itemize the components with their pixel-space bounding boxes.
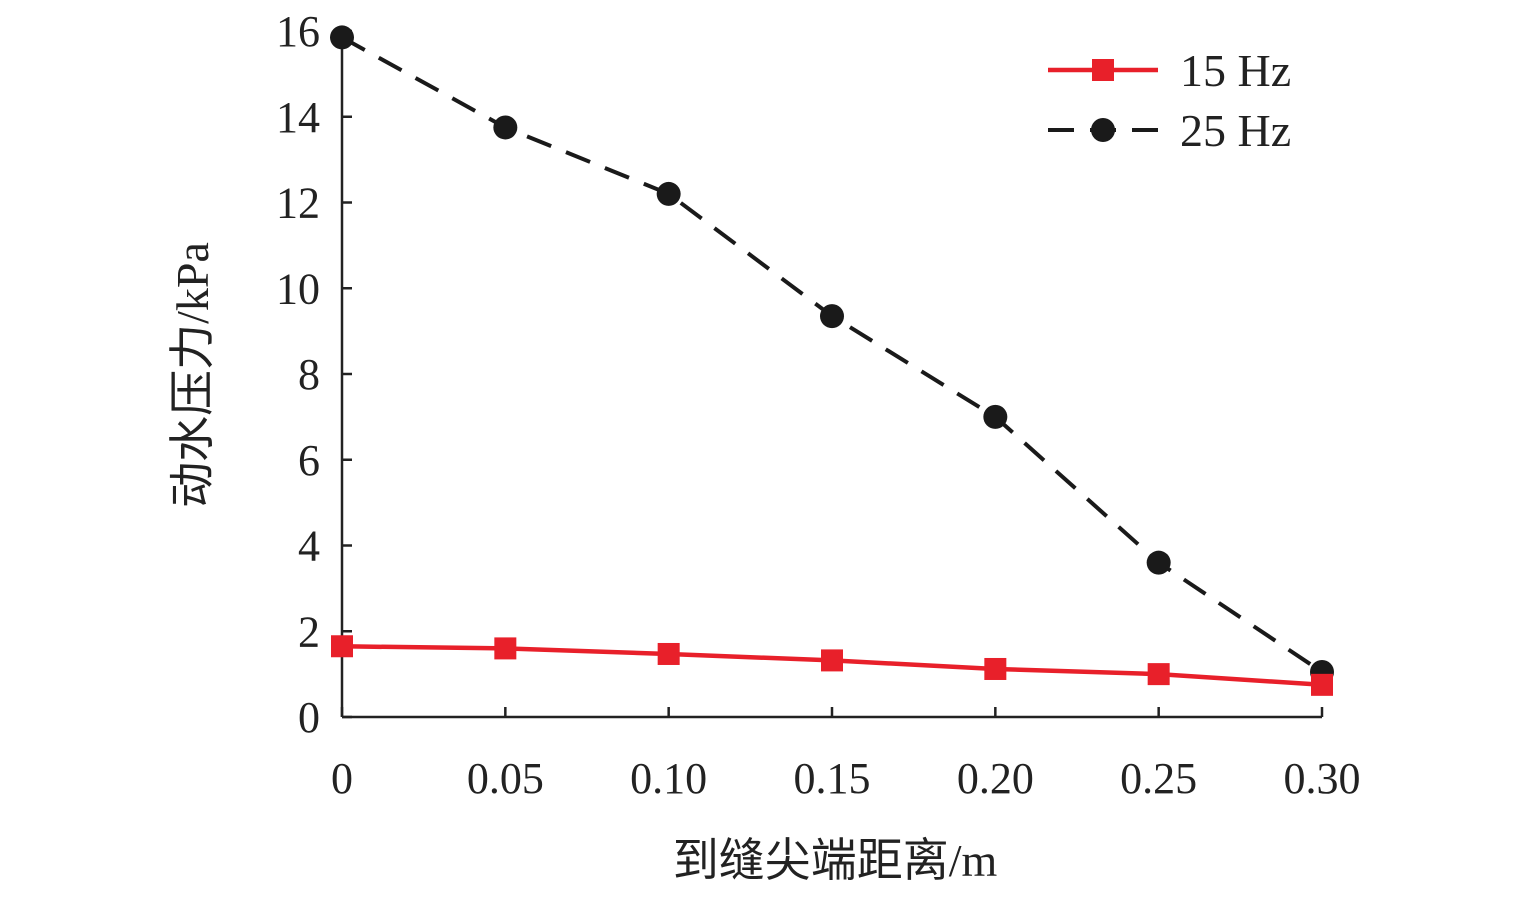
legend-marker-25hz bbox=[1091, 118, 1115, 142]
data-point bbox=[657, 642, 680, 665]
legend: 15 Hz 25 Hz bbox=[1048, 45, 1291, 156]
x-tick-label: 0 bbox=[331, 754, 353, 803]
legend-item-15hz: 15 Hz bbox=[1048, 45, 1291, 96]
y-axis-title: 动水压力/kPa bbox=[167, 242, 218, 508]
data-point bbox=[820, 304, 844, 329]
y-tick-label: 2 bbox=[298, 607, 320, 656]
legend-label-15hz: 15 Hz bbox=[1180, 45, 1291, 96]
data-point bbox=[983, 404, 1008, 429]
legend-item-25hz: 25 Hz bbox=[1048, 105, 1291, 156]
data-point bbox=[1311, 673, 1333, 696]
legend-marker-15hz bbox=[1092, 59, 1114, 81]
x-axis-title: 到缝尖端距离/m bbox=[673, 835, 998, 886]
data-point bbox=[1147, 663, 1170, 686]
y-tick-label: 12 bbox=[276, 179, 320, 228]
y-tick-label: 0 bbox=[298, 693, 320, 742]
x-tick-label: 0.25 bbox=[1120, 754, 1197, 803]
series-line bbox=[341, 35, 1324, 674]
y-tick-label: 4 bbox=[298, 522, 320, 571]
x-tick-label: 0.10 bbox=[630, 754, 707, 803]
x-tick-label: 0.30 bbox=[1284, 754, 1361, 803]
data-point bbox=[493, 115, 518, 140]
data-point bbox=[821, 649, 843, 672]
series-layer bbox=[330, 25, 1334, 696]
legend-label-25hz: 25 Hz bbox=[1180, 105, 1291, 156]
y-tick-label: 6 bbox=[298, 436, 320, 485]
y-tick-label: 10 bbox=[276, 264, 320, 313]
data-point bbox=[1146, 550, 1171, 575]
y-tick-label: 14 bbox=[276, 93, 320, 142]
x-tick-label: 0.20 bbox=[957, 754, 1034, 803]
series-15hz bbox=[331, 635, 1333, 696]
data-point bbox=[330, 25, 354, 50]
data-point bbox=[494, 637, 517, 660]
data-point bbox=[656, 181, 681, 206]
y-tick-label: 8 bbox=[298, 350, 320, 399]
x-tick-label: 0.15 bbox=[794, 754, 871, 803]
x-tick-label: 0.05 bbox=[467, 754, 544, 803]
y-tick-label: 16 bbox=[276, 7, 320, 56]
y-ticks: 0 2 4 6 8 10 12 14 16 bbox=[276, 7, 352, 742]
data-point bbox=[331, 635, 353, 658]
x-ticks: 0 0.05 0.10 0.15 0.20 0.25 0.30 bbox=[331, 707, 1361, 803]
data-point bbox=[984, 657, 1007, 680]
axes bbox=[340, 27, 1322, 719]
